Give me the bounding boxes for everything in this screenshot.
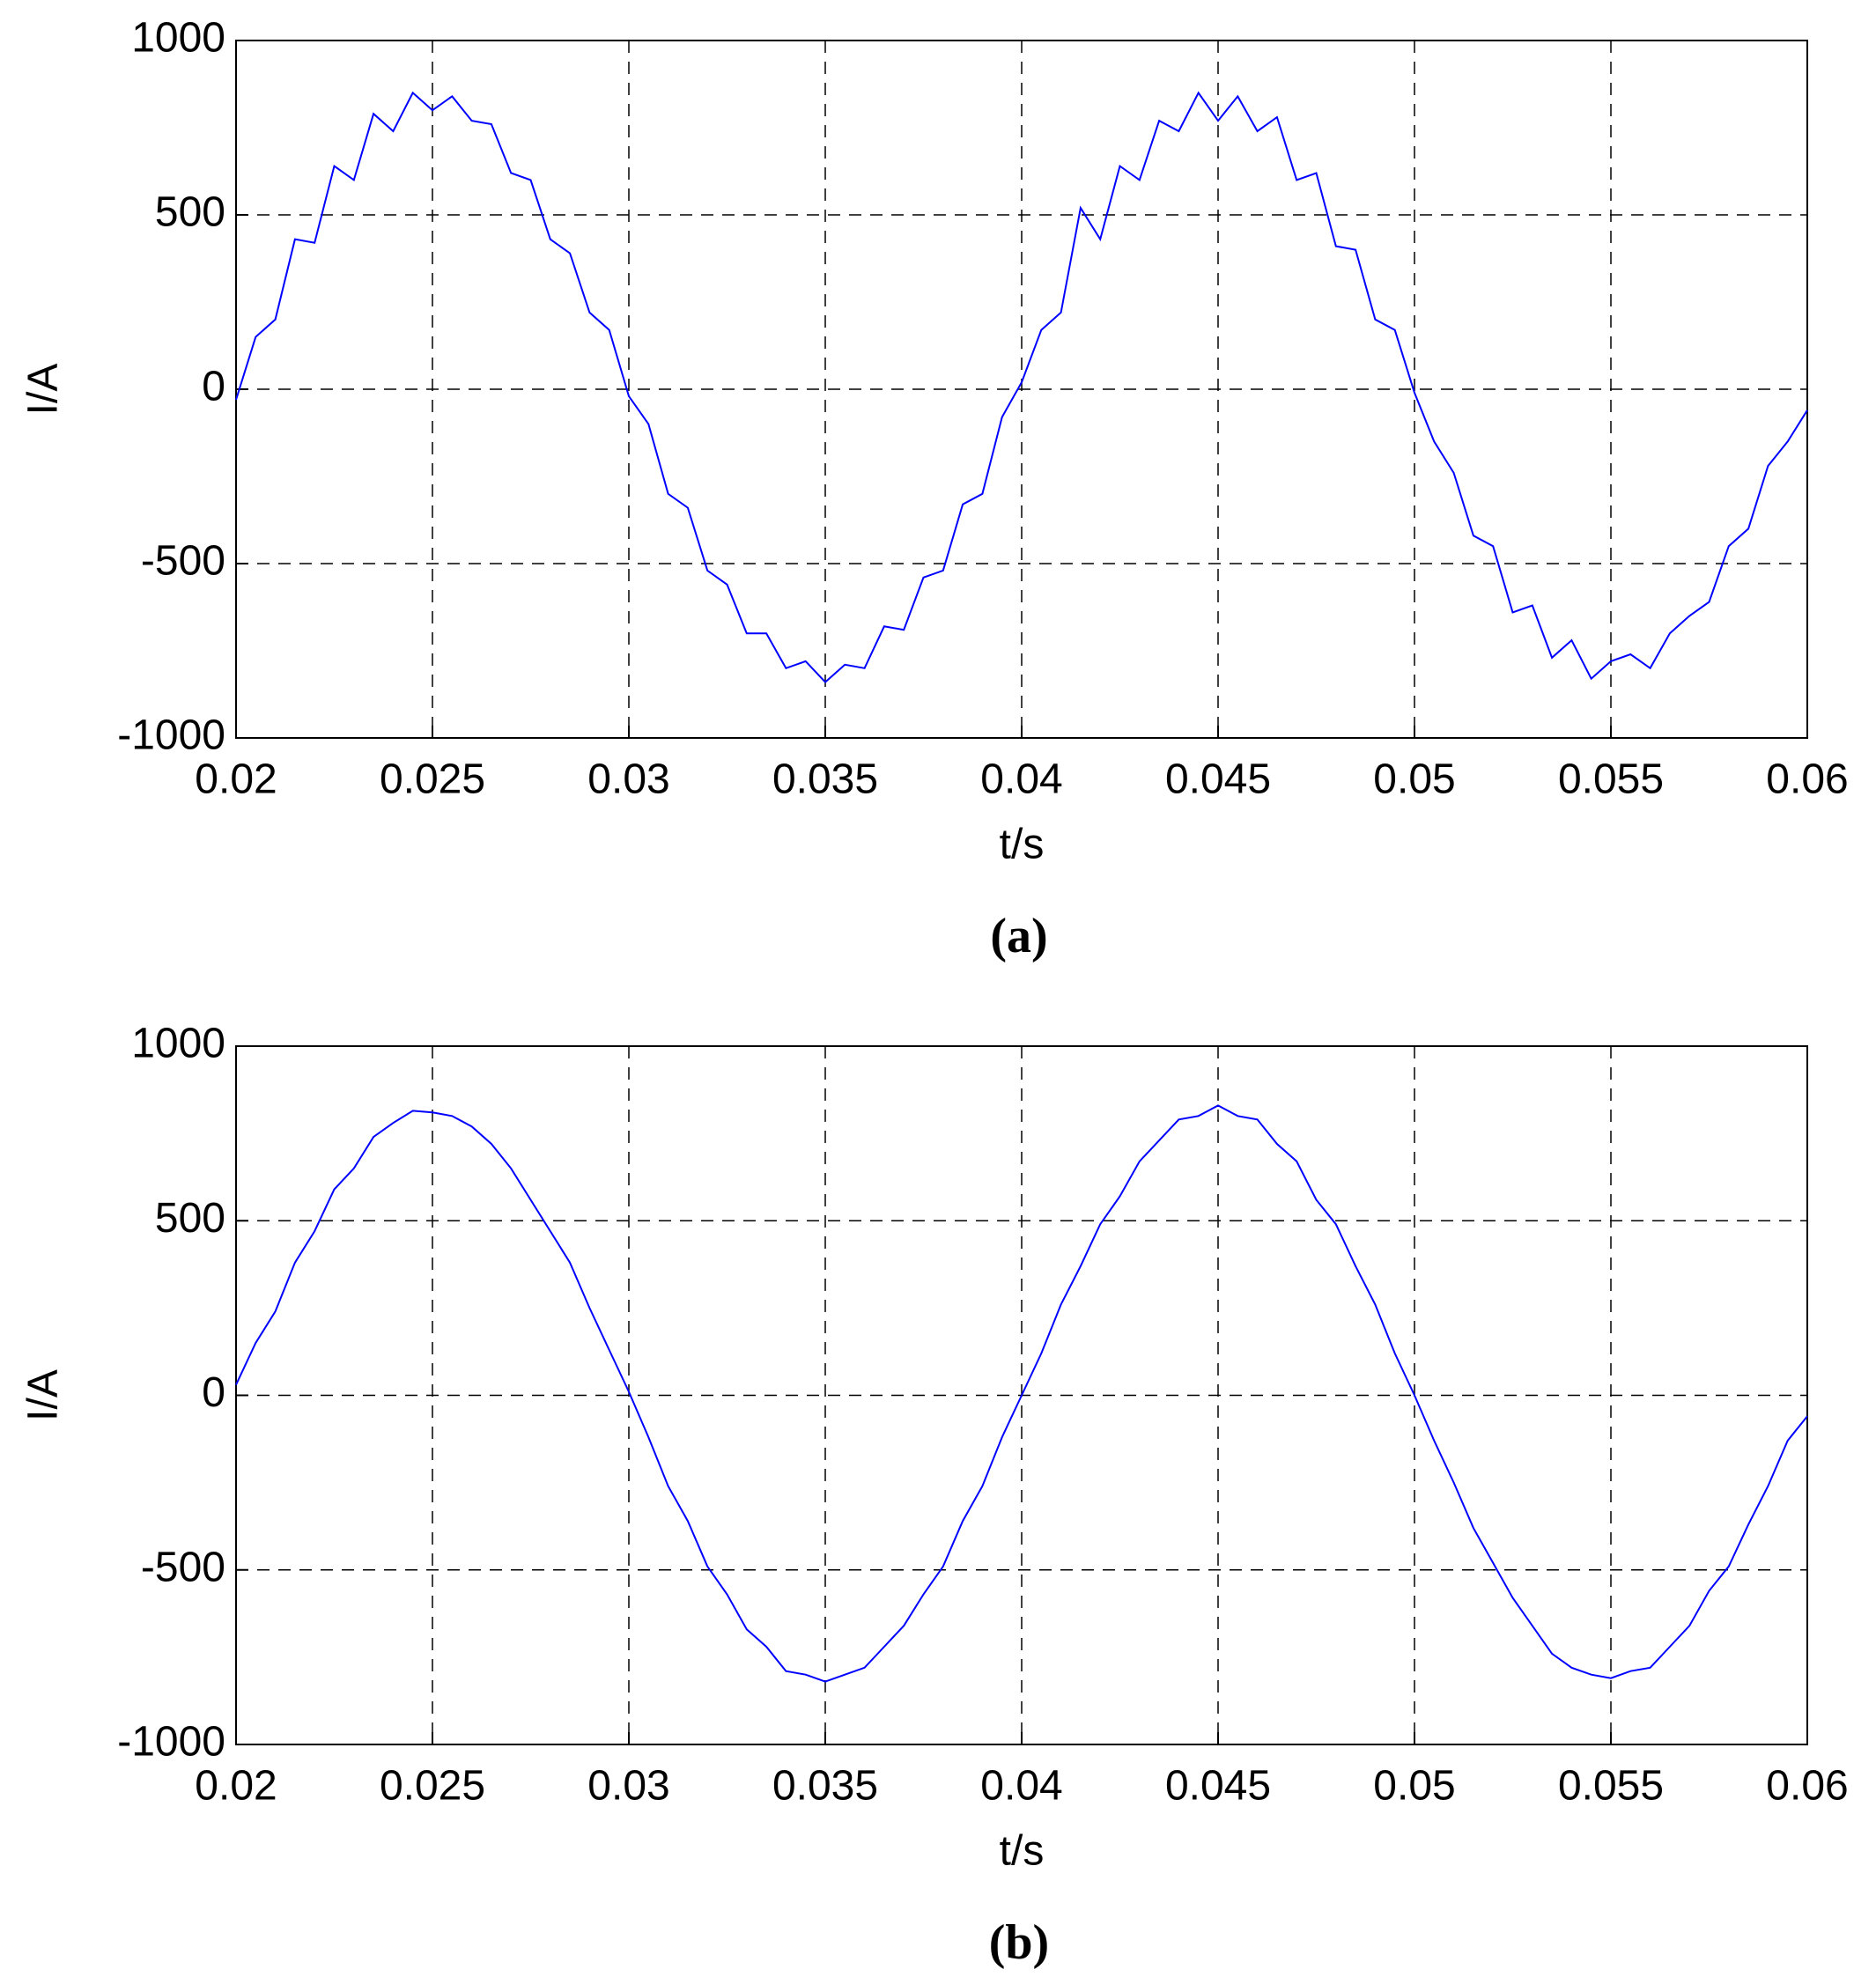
y-tick-label: 500 xyxy=(155,189,225,236)
x-tick-label: 0.035 xyxy=(772,756,878,803)
x-axis-label: t/s xyxy=(1000,822,1045,868)
x-tick-label: 0.055 xyxy=(1558,1763,1664,1810)
data-line xyxy=(235,1104,1808,1683)
x-tick-label: 0.02 xyxy=(195,1763,277,1810)
x-tick-label: 0.03 xyxy=(587,1763,669,1810)
panel-label: (b) xyxy=(989,1915,1049,1970)
x-tick-label: 0.045 xyxy=(1165,756,1271,803)
panel-label: (a) xyxy=(990,909,1047,963)
x-tick-label: 0.04 xyxy=(980,756,1062,803)
x-tick-label: 0.025 xyxy=(380,756,485,803)
data-line xyxy=(235,91,1808,683)
y-tick-label: -500 xyxy=(141,538,225,585)
y-tick-label: 1000 xyxy=(131,1021,225,1067)
y-tick-label: 1000 xyxy=(131,15,225,62)
x-tick-label: 0.045 xyxy=(1165,1763,1271,1810)
y-axis-label: I/A xyxy=(20,364,67,416)
x-tick-label: 0.035 xyxy=(772,1763,878,1810)
axes-frame xyxy=(235,1045,1808,1745)
y-tick-label: -500 xyxy=(141,1544,225,1590)
y-tick-label: -1000 xyxy=(117,1719,225,1766)
x-tick-label: 0.055 xyxy=(1558,756,1664,803)
x-axis-label: t/s xyxy=(1000,1828,1045,1875)
x-tick-label: 0.025 xyxy=(380,1763,485,1810)
x-tick-label: 0.04 xyxy=(980,1763,1062,1810)
x-tick-label: 0.06 xyxy=(1766,1763,1848,1810)
y-tick-label: 0 xyxy=(202,1369,225,1416)
x-tick-label: 0.06 xyxy=(1766,756,1848,803)
y-tick-label: 0 xyxy=(202,364,225,410)
x-tick-label: 0.05 xyxy=(1373,756,1455,803)
x-tick-label: 0.02 xyxy=(195,756,277,803)
axes-frame xyxy=(235,40,1808,739)
y-tick-label: 500 xyxy=(155,1195,225,1242)
y-tick-label: -1000 xyxy=(117,712,225,759)
x-tick-label: 0.03 xyxy=(587,756,669,803)
y-axis-label: I/A xyxy=(20,1369,67,1421)
x-tick-label: 0.05 xyxy=(1373,1763,1455,1810)
